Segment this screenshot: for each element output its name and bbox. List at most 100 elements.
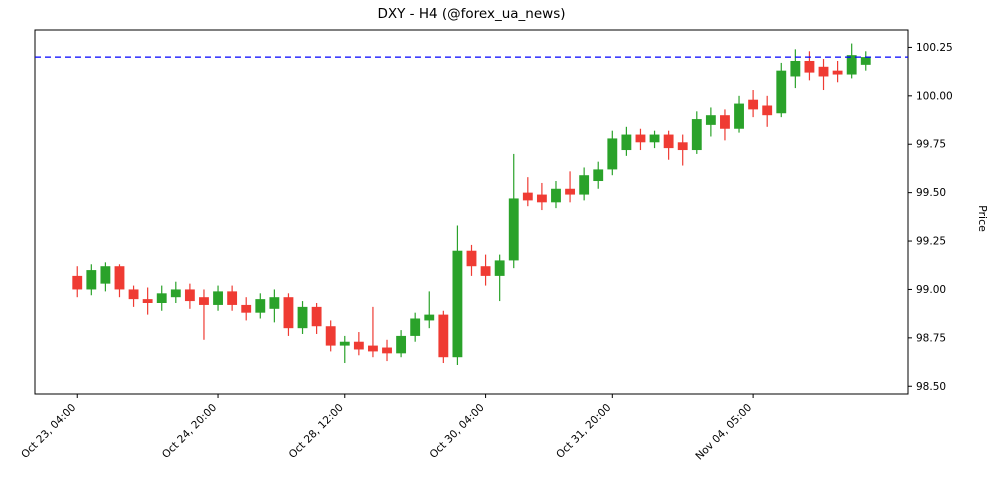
candle-body [339, 341, 350, 346]
candle-body [382, 347, 392, 354]
candle-body [452, 250, 463, 358]
candle-body [353, 341, 364, 350]
candle-body [551, 188, 561, 203]
candle-body [748, 99, 759, 110]
candle-body [396, 335, 407, 354]
candle [494, 254, 505, 302]
candle-body [635, 134, 646, 143]
candle [325, 320, 336, 352]
candle-body [607, 138, 618, 170]
candle-body [832, 70, 843, 75]
y-tick-label: 99.25 [916, 236, 946, 248]
candle [156, 285, 167, 311]
candle [691, 111, 702, 154]
x-tick-label: Nov 04, 05:00 [693, 402, 754, 463]
candle [677, 134, 688, 166]
candle [818, 59, 829, 91]
candle [508, 153, 519, 269]
candle [663, 130, 674, 160]
candle [790, 49, 801, 89]
candle [241, 297, 252, 321]
candle [353, 332, 364, 356]
candle-body [269, 297, 280, 309]
y-tick-label: 99.50 [916, 187, 946, 199]
candle [438, 310, 449, 364]
candle [424, 291, 435, 329]
candle [269, 289, 280, 323]
y-tick-label: 99.75 [916, 139, 946, 151]
x-tick-label: Oct 24, 20:00 [160, 402, 219, 461]
chart-title: DXY - H4 (@forex_ua_news) [377, 6, 566, 22]
candle [199, 289, 209, 340]
plot-border [34, 29, 909, 395]
candle-body [565, 188, 575, 195]
candle-body [325, 326, 336, 346]
candle-body [297, 306, 308, 329]
candle-body [170, 289, 181, 298]
candle [114, 264, 125, 298]
candle [649, 130, 660, 149]
candle-body [156, 293, 167, 303]
x-tick-label: Oct 23, 04:00 [19, 402, 78, 461]
candle-body [860, 57, 871, 65]
candle [339, 335, 350, 364]
candle-body [846, 55, 857, 75]
candle [536, 182, 547, 211]
candle [832, 60, 843, 83]
candle-body [663, 134, 674, 149]
candle-body [241, 304, 252, 313]
candle [593, 161, 604, 189]
candle [396, 330, 407, 358]
candle-body [311, 306, 322, 327]
candle [170, 281, 181, 303]
candle [804, 51, 815, 81]
y-tick-label: 100.00 [916, 90, 953, 102]
candle [762, 95, 773, 127]
candle-body [100, 266, 111, 284]
candle [776, 62, 787, 118]
candle [283, 293, 294, 336]
x-tick-label: Oct 31, 20:00 [554, 402, 613, 461]
candle-body [621, 134, 632, 151]
candle [142, 287, 153, 315]
candle [297, 301, 308, 334]
candle [635, 128, 646, 151]
candle [311, 303, 322, 334]
candle-body [734, 103, 744, 129]
candle-body [184, 289, 195, 302]
candle-body [579, 175, 590, 195]
candle-body [804, 60, 815, 73]
candle-body [283, 297, 294, 329]
candle-body [142, 299, 153, 303]
y-tick-label: 98.50 [916, 381, 946, 393]
candle-body [691, 119, 702, 151]
candle [565, 171, 575, 203]
candle-body [466, 250, 477, 267]
candle-body [522, 192, 533, 201]
candle-body [790, 60, 801, 77]
candle-body [494, 260, 505, 276]
candle-body [536, 194, 547, 203]
candle [860, 51, 871, 71]
candle [100, 262, 111, 292]
candle-body [199, 297, 209, 305]
x-tick-label: Oct 30, 04:00 [427, 402, 486, 461]
candle [480, 254, 491, 286]
candle-body [114, 266, 125, 290]
candle-body [72, 275, 83, 290]
candle-body [649, 134, 660, 143]
candle-body [128, 289, 139, 300]
candle [734, 95, 744, 133]
candle-body [762, 105, 773, 116]
candle-body [677, 142, 688, 151]
candle [72, 266, 83, 298]
candle [551, 181, 561, 209]
candle [255, 293, 266, 319]
candle-body [227, 291, 238, 305]
candle [748, 90, 759, 118]
candle-body [720, 115, 730, 129]
candle-body [424, 314, 435, 321]
candle [720, 109, 730, 141]
candle-body [410, 318, 421, 336]
